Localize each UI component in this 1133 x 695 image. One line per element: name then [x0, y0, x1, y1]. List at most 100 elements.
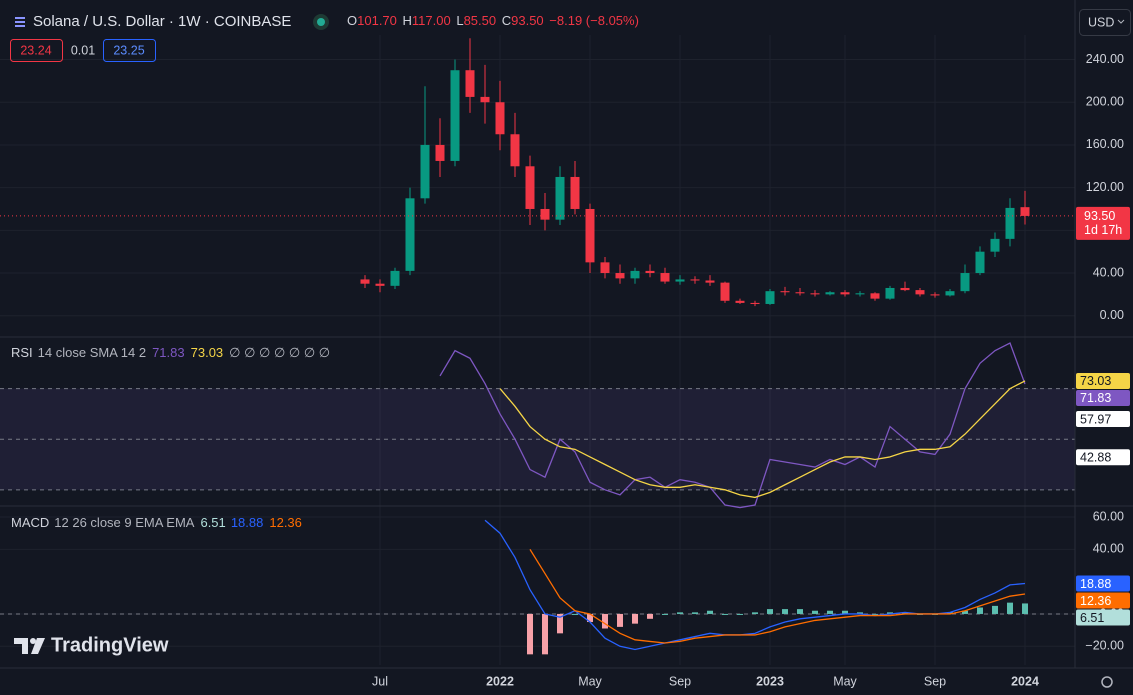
candle-body — [480, 96, 490, 103]
brand-logo — [14, 638, 45, 654]
candle-body — [645, 270, 655, 274]
ohlc-value: 93.50 — [511, 13, 544, 28]
candle-body — [420, 144, 430, 199]
ask-price: 23.25 — [113, 43, 144, 57]
candle-body — [600, 262, 610, 274]
indicator-line — [499, 380, 1026, 499]
bid-price: 23.24 — [20, 43, 51, 57]
candle-body — [825, 292, 835, 295]
histogram-bar — [962, 610, 968, 614]
histogram-bar — [992, 605, 998, 614]
histogram-bar — [527, 613, 533, 655]
candle-body — [540, 208, 550, 220]
histogram-bar — [752, 612, 758, 614]
y-tick-label: 240.00 — [1086, 52, 1124, 66]
candle-body — [810, 293, 820, 295]
menu-icon[interactable] — [15, 17, 25, 27]
sell-button[interactable] — [10, 39, 63, 62]
value-tag-label: 12.36 — [1080, 594, 1111, 608]
candle-body — [705, 280, 715, 283]
candle-body — [555, 176, 565, 220]
settings-icon[interactable] — [1101, 676, 1113, 688]
legend-item: 12.36 — [269, 515, 302, 530]
y-tick-label: 160.00 — [1086, 137, 1124, 151]
value-tag — [1076, 592, 1130, 609]
value-tag-label: 42.88 — [1080, 451, 1111, 465]
x-tick-label: May — [578, 674, 602, 688]
histogram-bar — [857, 612, 863, 614]
histogram-bar — [827, 610, 833, 614]
ohlc-key: H — [403, 13, 412, 28]
candle-body — [870, 293, 880, 299]
ohlc-value: 101.70 — [357, 13, 397, 28]
histogram-bar — [587, 613, 593, 623]
histogram-bar — [572, 613, 578, 615]
candle-body — [465, 70, 475, 97]
candle-body — [615, 273, 625, 279]
value-tag — [1076, 449, 1130, 466]
histogram-bar — [797, 609, 803, 614]
histogram-bar — [707, 610, 713, 614]
ohlc-key: L — [456, 13, 463, 28]
candle-body — [360, 279, 370, 284]
histogram-bar — [782, 609, 788, 614]
value-tag-label: 73.03 — [1080, 374, 1111, 388]
currency-button[interactable] — [1079, 9, 1131, 36]
candle-body — [915, 290, 925, 295]
plot-area — [0, 38, 1075, 655]
candle-body — [795, 292, 805, 294]
ohlc-key: C — [502, 13, 511, 28]
candle-body — [405, 198, 415, 271]
ohlc-value: 117.00 — [412, 13, 451, 28]
value-tag-label: 18.88 — [1080, 577, 1111, 591]
y-tick-label: −20.00 — [1085, 639, 1124, 653]
histogram-bar — [542, 613, 548, 655]
y-tick-label: 200.00 — [1086, 95, 1124, 109]
histogram-bar — [872, 613, 878, 615]
legend-item: MACD — [11, 515, 49, 530]
legend-item: 18.88 — [231, 515, 264, 530]
candle-body — [885, 287, 895, 299]
spread: 0.01 — [71, 43, 95, 57]
candle-body — [510, 134, 520, 167]
candle-body — [570, 176, 580, 209]
candle-body — [660, 273, 670, 282]
value-tag — [1076, 389, 1130, 406]
candle-body — [1020, 207, 1030, 216]
value-tag — [1076, 372, 1130, 389]
y-tick-label: 0.00 — [1100, 308, 1124, 322]
candle-body — [450, 70, 460, 161]
grid — [0, 35, 1075, 665]
y-tick-label: 60.00 — [1093, 509, 1124, 523]
candle-body — [900, 287, 910, 291]
candle-body — [675, 279, 685, 282]
candle-body — [960, 273, 970, 292]
candle-body — [930, 294, 940, 296]
market-status-dot — [317, 18, 325, 26]
histogram-bar — [677, 612, 683, 614]
histogram-bar — [842, 610, 848, 614]
histogram-bar — [737, 613, 743, 615]
buy-button[interactable] — [103, 39, 156, 62]
candle-body — [495, 102, 505, 135]
histogram-bar — [812, 610, 818, 614]
value-tag-label: 6.51 — [1080, 611, 1104, 625]
indicator-line — [529, 549, 1026, 644]
candle-body — [975, 251, 985, 274]
histogram-bar — [887, 612, 893, 614]
y-tick-label: 40.00 — [1093, 542, 1124, 556]
indicator-line — [484, 519, 1026, 651]
histogram-bar — [767, 609, 773, 614]
value-tag — [1076, 411, 1130, 428]
candle-body — [585, 208, 595, 263]
brand-name: TradingView — [51, 634, 169, 656]
y-tick-label: 40.00 — [1093, 265, 1124, 279]
histogram-bar — [662, 613, 668, 615]
x-tick-label: Jul — [372, 674, 388, 688]
legend-item: 73.03 — [191, 345, 224, 360]
histogram-bar — [1007, 602, 1013, 614]
legend-item: 14 close SMA 14 2 — [38, 345, 146, 360]
histogram-bar — [977, 607, 983, 614]
x-tick-label: 2022 — [486, 674, 514, 688]
